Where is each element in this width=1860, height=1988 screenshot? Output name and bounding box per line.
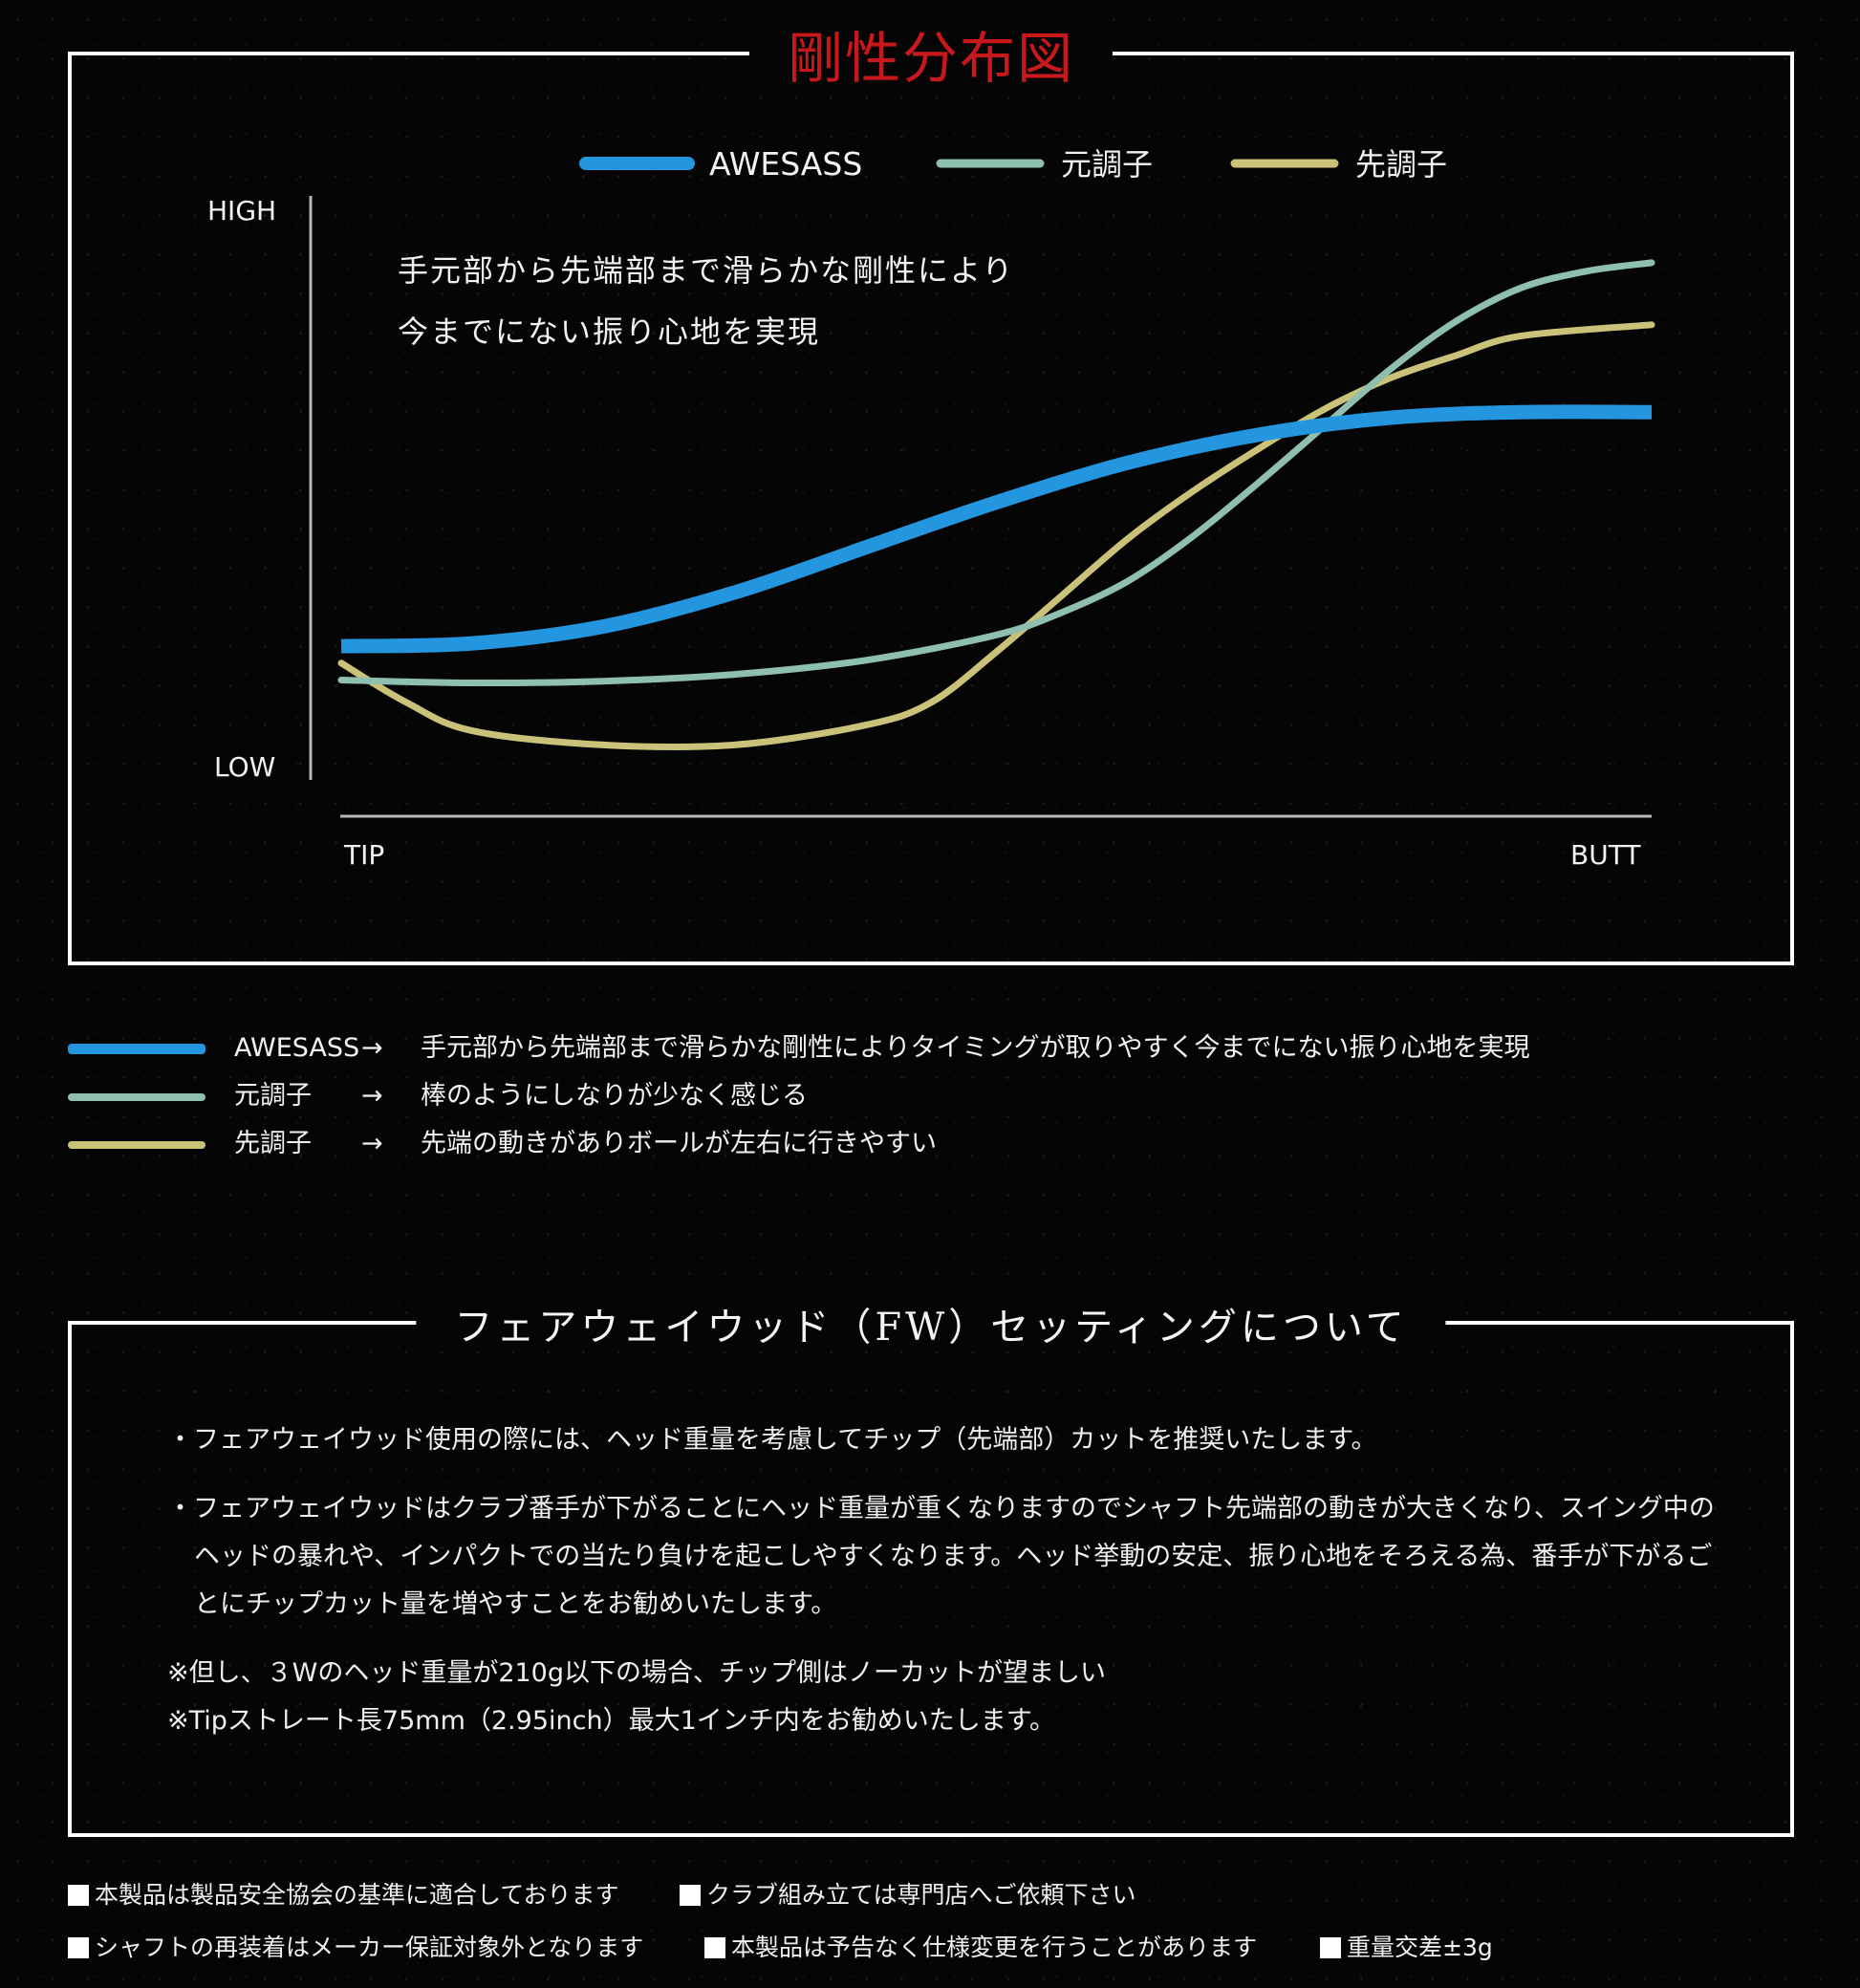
legend-row-text: 棒のようにしなりが少なく感じる [421, 1081, 808, 1111]
arrow-right-icon: → [361, 1081, 383, 1111]
legend-row-text: 先端の動きがありボールが左右に行きやすい [421, 1129, 937, 1158]
square-bullet-icon [68, 1885, 89, 1906]
square-bullet-icon [68, 1937, 89, 1958]
series-line-motochoshi [337, 259, 1655, 687]
legend-row-swatch [68, 1093, 205, 1101]
legend-row-swatch [68, 1141, 205, 1149]
arrow-right-icon: → [361, 1129, 383, 1158]
footer-notice: 本製品は予告なく仕様変更を行うことがあります [704, 1929, 1257, 1963]
legend-row-text: 手元部から先端部まで滑らかな剛性によりタイミングが取りやすく今までにない振り心地… [421, 1033, 1530, 1063]
footer-notice: シャフトの再装着はメーカー保証対象外となります [68, 1929, 643, 1963]
arrow-right-icon: → [361, 1033, 383, 1063]
square-bullet-icon [680, 1885, 701, 1906]
y-label-low: LOW [214, 751, 275, 783]
footer-notice: 本製品は製品安全協会の基準に適合しております [68, 1876, 619, 1911]
fw-setting-frame: フェアウェイウッド（FW）セッティングについて ・フェアウェイウッド使用の際には… [68, 1296, 1794, 1837]
chart-annotation-line-2: 今までにない振り心地を実現 [398, 313, 820, 350]
legend-label-awesass: AWESASS [709, 145, 862, 183]
legend-row-swatch [68, 1044, 205, 1054]
fw-item: ・フェアウェイウッドはクラブ番手が下がることにヘッド重量が重くなりますのでシャフ… [167, 1494, 1715, 1619]
fw-setting-title: フェアウェイウッド（FW）セッティングについて [416, 1296, 1446, 1351]
fw-item: ・フェアウェイウッド使用の際には、ヘッド重量を考慮してチップ（先端部）カットを推… [167, 1425, 1377, 1455]
y-label-high: HIGH [207, 195, 276, 227]
chart-title: 剛性分布図 [748, 13, 1114, 94]
series-line-sakichoshi [337, 321, 1655, 751]
x-label-tip: TIP [343, 839, 384, 871]
fw-setting-body: ・フェアウェイウッド使用の際には、ヘッド重量を考慮してチップ（先端部）カットを推… [167, 1416, 1723, 1745]
chart-frame: 剛性分布図 AWESASS 元調子 先調子 HIGH LOW TIP BUTT … [68, 13, 1794, 965]
legend-row-name: 先調子 [234, 1129, 312, 1158]
legend-row-name: AWESASS [234, 1033, 360, 1063]
fw-note: ※Tipストレート長75mm（2.95inch）最大1インチ内をお勧めいたします… [167, 1706, 1056, 1736]
series-line-awesass [340, 404, 1653, 654]
stiffness-chart: AWESASS 元調子 先調子 HIGH LOW TIP BUTT 手元部から先… [207, 145, 1655, 871]
chart-annotation-line-1: 手元部から先端部まで滑らかな剛性により [398, 252, 1014, 289]
legend-label-motochoshi: 元調子 [1061, 146, 1153, 183]
square-bullet-icon [1320, 1937, 1341, 1958]
legend-label-sakichoshi: 先調子 [1355, 146, 1447, 183]
square-bullet-icon [704, 1937, 725, 1958]
footer-notice: クラブ組み立ては専門店へご依頼下さい [680, 1876, 1136, 1911]
x-label-butt: BUTT [1570, 839, 1641, 871]
chart-legend: AWESASS 元調子 先調子 [579, 145, 1447, 183]
legend-row-name: 元調子 [234, 1081, 312, 1111]
fw-note: ※但し、３Wのヘッド重量が210g以下の場合、チップ側はノーカットが望ましい [167, 1658, 1106, 1688]
footer-notice: 重量交差±3g [1320, 1929, 1493, 1963]
